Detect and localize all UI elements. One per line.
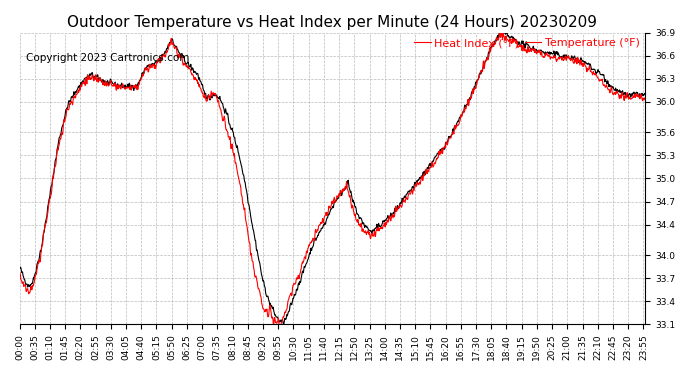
Temperature (°F) [139,70,148,75]
Temperature (°F) [279,322,288,327]
Temperature (°F) [512,39,520,44]
Temperature (°F) [498,29,506,33]
Temperature (°F) [430,156,438,160]
Heat Index (°F) [512,40,520,45]
Legend: Heat Index (°F), Temperature (°F): Heat Index (°F), Temperature (°F) [414,38,640,48]
Temperature (°F) [15,264,23,268]
Text: Copyright 2023 Cartronics.com: Copyright 2023 Cartronics.com [26,53,189,63]
Temperature (°F) [641,92,649,97]
Heat Index (°F) [568,57,576,62]
Line: Temperature (°F): Temperature (°F) [19,31,645,325]
Heat Index (°F) [224,134,233,139]
Temperature (°F) [155,58,163,63]
Temperature (°F) [568,54,576,58]
Heat Index (°F) [276,324,284,329]
Temperature (°F) [224,119,233,123]
Heat Index (°F) [139,72,148,76]
Line: Heat Index (°F): Heat Index (°F) [19,30,645,327]
Heat Index (°F) [155,56,163,61]
Title: Outdoor Temperature vs Heat Index per Minute (24 Hours) 20230209: Outdoor Temperature vs Heat Index per Mi… [68,15,598,30]
Heat Index (°F) [497,28,506,32]
Heat Index (°F) [430,160,438,165]
Heat Index (°F) [15,270,23,275]
Heat Index (°F) [641,95,649,100]
